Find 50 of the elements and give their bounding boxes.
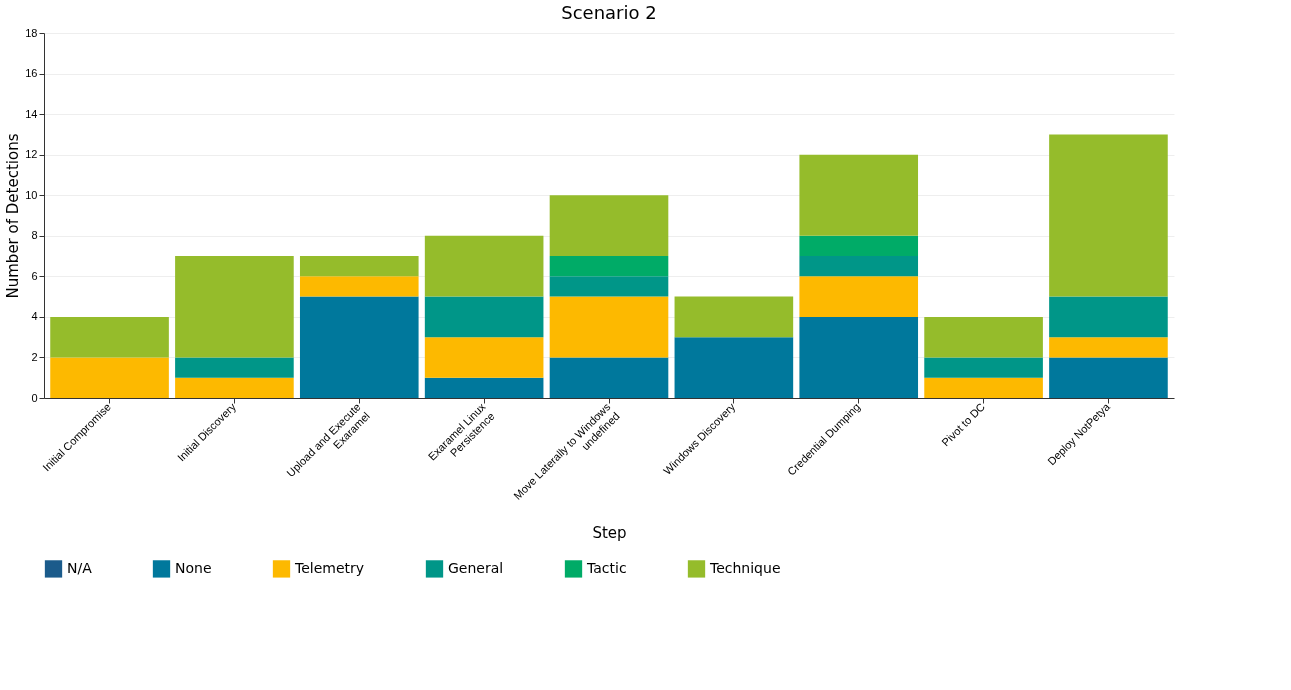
bar — [424, 337, 544, 378]
legend-label: General — [448, 559, 504, 576]
bar — [175, 256, 294, 358]
y-tick-label: 14 — [25, 107, 38, 120]
bar — [175, 377, 294, 398]
bar — [549, 357, 669, 398]
x-axis-title: Step — [592, 524, 627, 543]
bar — [1049, 357, 1168, 398]
legend-label: N/A — [67, 559, 93, 576]
bar — [549, 276, 669, 297]
bar — [924, 357, 1043, 378]
bar — [799, 154, 919, 236]
bar — [50, 316, 169, 358]
bar — [799, 256, 919, 277]
legend-label: Technique — [709, 559, 781, 576]
y-tick-label: 10 — [25, 188, 38, 201]
y-tick-label: 0 — [31, 391, 38, 404]
bar — [549, 296, 669, 358]
bar — [1049, 337, 1168, 358]
bar — [549, 256, 669, 277]
y-tick-label: 8 — [31, 229, 38, 242]
legend-label: Telemetry — [294, 559, 365, 576]
bar — [924, 316, 1043, 358]
legend-label: Tactic — [586, 559, 627, 576]
y-tick-label: 6 — [31, 269, 38, 282]
bar — [674, 296, 794, 338]
bar — [549, 195, 669, 257]
bar — [799, 235, 919, 257]
bar — [1049, 134, 1168, 297]
legend-label: None — [175, 559, 212, 576]
bar — [799, 316, 919, 398]
bar — [299, 256, 419, 277]
bar — [1049, 296, 1168, 338]
bar — [424, 235, 544, 297]
bar — [299, 296, 419, 398]
bar — [424, 377, 544, 398]
bar — [799, 276, 919, 317]
bar — [175, 357, 294, 378]
y-tick-label: 18 — [25, 26, 38, 39]
y-axis-title: Number of Detections — [4, 133, 23, 299]
bar — [674, 337, 794, 398]
y-tick-label: 2 — [31, 350, 38, 363]
bar — [299, 276, 419, 297]
bar — [50, 357, 169, 398]
chart-title: Scenario 2 — [561, 2, 657, 23]
y-tick-label: 16 — [25, 67, 38, 80]
y-tick-label: 12 — [25, 148, 38, 161]
bar — [924, 377, 1043, 398]
bar — [424, 296, 544, 338]
y-tick-label: 4 — [31, 310, 38, 323]
